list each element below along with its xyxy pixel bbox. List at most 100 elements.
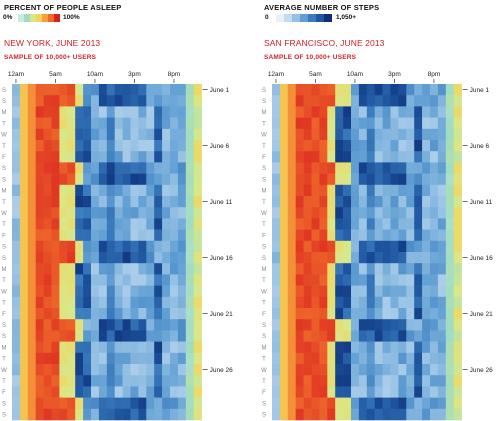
heatmap-cell xyxy=(422,128,431,141)
heatmap-cell xyxy=(114,218,123,230)
heatmap-cell xyxy=(319,128,328,141)
heatmap-cell xyxy=(453,408,462,421)
heatmap-cell xyxy=(146,330,155,342)
x-tick-label: 12am xyxy=(8,71,24,78)
day-of-week-label: M xyxy=(2,267,7,273)
heatmap-cell xyxy=(414,229,423,242)
heatmap-cell xyxy=(406,308,415,320)
heatmap-cell xyxy=(146,140,155,152)
heatmap-cell xyxy=(311,330,320,342)
heatmap-cell xyxy=(374,229,383,242)
heatmap-cell xyxy=(146,95,155,107)
heatmap-cell xyxy=(114,117,123,130)
heatmap-cell xyxy=(335,128,344,141)
heatmap-cell xyxy=(374,308,383,320)
heatmap-cell xyxy=(146,117,155,130)
heatmap-cell xyxy=(35,196,44,208)
heatmap-cell xyxy=(437,151,447,163)
heatmap-cell xyxy=(170,397,179,410)
heatmap-cell xyxy=(327,330,336,342)
sleep-legend-swatch xyxy=(42,14,48,22)
heatmap-cell xyxy=(35,140,44,152)
heatmap-cell xyxy=(453,296,462,309)
heatmap-cell xyxy=(83,173,92,186)
heatmap-cell xyxy=(185,341,194,354)
heatmap-cell xyxy=(303,196,312,208)
heatmap-cell xyxy=(162,140,171,152)
heatmap-cell xyxy=(98,196,108,208)
chart-subtitle-san-francisco: SAMPLE OF 10,000+ USERS xyxy=(264,54,357,61)
heatmap-cell xyxy=(366,352,375,365)
heatmap-cell xyxy=(35,117,44,130)
heatmap-cell xyxy=(35,151,44,163)
heatmap-cell xyxy=(382,319,391,331)
heatmap-cell xyxy=(162,229,171,242)
heatmap-cell xyxy=(170,263,179,275)
heatmap-cell xyxy=(146,229,155,242)
heatmap-cell xyxy=(83,274,92,286)
heatmap-cell xyxy=(414,95,423,107)
day-of-week-label: M xyxy=(262,345,267,351)
heatmap-cell xyxy=(185,95,194,107)
heatmap-cell xyxy=(51,375,60,387)
heatmap-cell xyxy=(185,252,194,264)
x-tick-label: 10am xyxy=(87,71,103,78)
heatmap-cell xyxy=(382,408,391,421)
heatmap-cell xyxy=(146,285,155,298)
heatmap-cell xyxy=(295,341,304,354)
heatmap-cell xyxy=(437,319,447,331)
heatmap-cell xyxy=(374,95,383,107)
heatmap-cell xyxy=(272,341,281,354)
heatmap-cell xyxy=(106,386,115,398)
heatmap-cell xyxy=(122,330,131,342)
heatmap-cell xyxy=(122,408,131,421)
heatmap-cell xyxy=(430,140,439,152)
heatmap-cell xyxy=(185,397,194,410)
day-of-week-label: S xyxy=(262,323,266,329)
heatmap-cell xyxy=(351,151,360,163)
heatmap-cell xyxy=(327,375,336,387)
heatmap-cell xyxy=(327,162,336,174)
heatmap-cell xyxy=(83,128,92,141)
heatmap-cell xyxy=(390,229,399,242)
heatmap-cell xyxy=(358,330,368,342)
heatmap-cell xyxy=(422,319,431,331)
heatmap-cell xyxy=(414,296,423,309)
heatmap-cell xyxy=(177,95,187,107)
sleep-legend-swatch xyxy=(18,14,24,22)
heatmap-cell xyxy=(130,207,139,219)
heatmap-cell xyxy=(351,229,360,242)
heatmap-cell xyxy=(106,151,115,163)
heatmap-cell xyxy=(279,140,289,152)
heatmap-cell xyxy=(406,84,415,96)
heatmap-cell xyxy=(303,263,312,275)
heatmap-cell xyxy=(177,184,187,197)
heatmap-cell xyxy=(138,151,147,163)
heatmap-cell xyxy=(19,117,29,130)
heatmap-cell xyxy=(335,285,344,298)
heatmap-cell xyxy=(335,106,344,118)
heatmap-cell xyxy=(279,229,289,242)
heatmap-cell xyxy=(67,207,76,219)
heatmap-cell xyxy=(83,117,92,130)
heatmap-cell xyxy=(138,128,147,141)
heatmap-cell xyxy=(430,218,439,230)
heatmap-cell xyxy=(406,285,415,298)
heatmap-cell xyxy=(279,285,289,298)
heatmap-cell xyxy=(67,95,76,107)
heatmap-cell xyxy=(422,117,431,130)
heatmap-cell xyxy=(177,263,187,275)
heatmap-cell xyxy=(287,207,296,219)
heatmap-cell xyxy=(303,151,312,163)
heatmap-cell xyxy=(19,162,29,174)
heatmap-cell xyxy=(414,140,423,152)
heatmap-cell xyxy=(335,117,344,130)
heatmap-cell xyxy=(430,330,439,342)
heatmap-cell xyxy=(67,196,76,208)
heatmap-cell xyxy=(130,117,139,130)
heatmap-cell xyxy=(366,364,375,376)
heatmap-cell xyxy=(374,196,383,208)
heatmap-cell xyxy=(414,218,423,230)
heatmap-cell xyxy=(351,252,360,264)
heatmap-cell xyxy=(358,95,368,107)
